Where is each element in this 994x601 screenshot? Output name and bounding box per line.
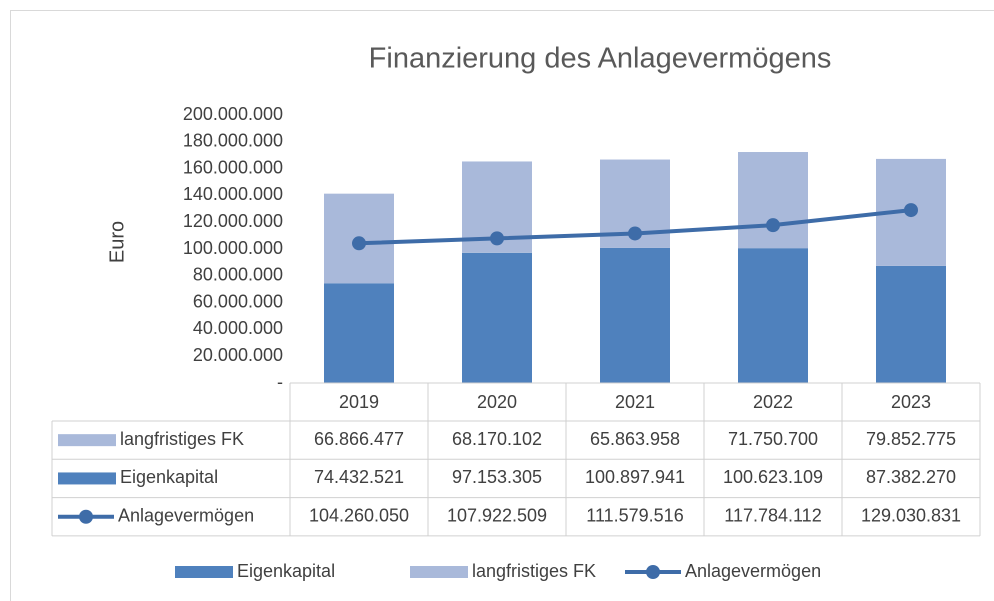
y-tick-label: 60.000.000	[193, 291, 283, 311]
y-tick-label: 40.000.000	[193, 318, 283, 338]
line-marker	[490, 231, 504, 246]
table-row-label: Eigenkapital	[120, 467, 218, 487]
table-cell: 79.852.775	[866, 429, 956, 449]
legend-label: Eigenkapital	[237, 561, 335, 581]
x-tick-label: 2022	[753, 392, 793, 412]
x-tick-label: 2021	[615, 392, 655, 412]
bar	[738, 152, 808, 249]
line-marker	[766, 218, 780, 233]
x-tick-label: 2023	[891, 392, 931, 412]
table-cell: 74.432.521	[314, 467, 404, 487]
y-tick-label: 120.000.000	[183, 211, 283, 231]
bar	[462, 252, 532, 383]
line-marker	[352, 236, 366, 251]
table-cell: 65.863.958	[590, 429, 680, 449]
table-cell: 104.260.050	[309, 506, 409, 526]
y-tick-label: 160.000.000	[183, 157, 283, 177]
y-tick-label: 200.000.000	[183, 104, 283, 124]
legend-key	[410, 566, 468, 578]
line-marker	[904, 203, 918, 218]
table-cell: 100.897.941	[585, 467, 685, 487]
legend-label: Anlagevermögen	[685, 561, 821, 581]
line-marker	[628, 226, 642, 241]
table-cell: 66.866.477	[314, 429, 404, 449]
legend-key	[175, 566, 233, 578]
chart-title: Finanzierung des Anlagevermögens	[369, 43, 832, 75]
legend-key	[58, 434, 116, 447]
table-cell: 111.579.516	[586, 506, 683, 526]
bar	[876, 265, 946, 383]
bar	[738, 248, 808, 383]
table-cell: 97.153.305	[452, 467, 542, 487]
bar	[600, 247, 670, 383]
y-tick-label: 100.000.000	[183, 238, 283, 258]
table-cell: 100.623.109	[723, 467, 823, 487]
table-cell: 87.382.270	[866, 467, 956, 487]
table-cell: 117.784.112	[724, 506, 821, 526]
legend-key	[58, 472, 116, 485]
table-cell: 71.750.700	[728, 429, 818, 449]
x-tick-label: 2020	[477, 392, 517, 412]
y-axis-label: Euro	[106, 221, 128, 263]
legend-key	[79, 509, 93, 524]
x-tick-label: 2019	[339, 392, 379, 412]
y-tick-label: -	[277, 372, 283, 392]
legend-key	[646, 565, 660, 579]
table-cell: 68.170.102	[452, 429, 542, 449]
legend-label: langfristiges FK	[472, 561, 596, 581]
y-tick-label: 80.000.000	[193, 265, 283, 285]
table-row-label: Anlagevermögen	[118, 506, 254, 526]
table-cell: 107.922.509	[447, 506, 547, 526]
y-tick-label: 20.000.000	[193, 345, 283, 365]
table-row-label: langfristiges FK	[120, 429, 244, 449]
y-tick-label: 140.000.000	[183, 184, 283, 204]
y-tick-label: 180.000.000	[183, 131, 283, 151]
bar	[324, 283, 394, 383]
table-cell: 129.030.831	[861, 506, 961, 526]
